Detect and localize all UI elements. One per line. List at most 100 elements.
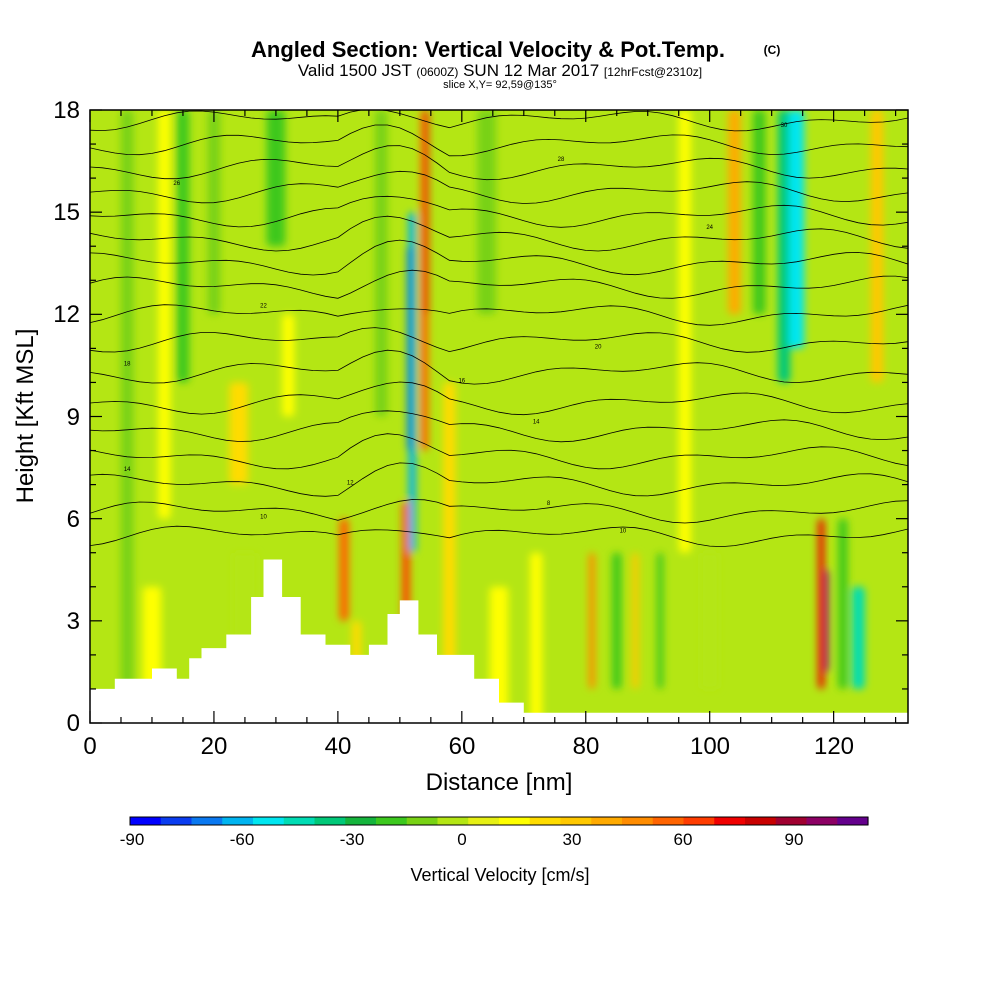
colorbar-swatch [314,817,346,825]
x-tick-label: 0 [83,733,96,760]
contour-label: 10 [620,528,627,534]
colorbar-swatch [806,817,838,825]
velocity-cell [229,382,249,485]
colorbar-swatch [437,817,469,825]
contour-label: 8 [547,501,551,507]
colorbar: -90 -60 -30 0 30 60 90 Vertical Velocity… [120,816,869,885]
chart-title-suffix: (C) [764,43,781,57]
x-tick-label: 80 [573,733,600,760]
isentrope-line [90,110,908,132]
contour-label: 24 [706,225,713,231]
colorbar-swatch [130,817,162,825]
isentrope-line [90,410,908,443]
contour-label: 28 [558,157,565,163]
y-tick-label: 6 [67,506,80,533]
velocity-cell [407,246,413,451]
contour-label: 30 [781,123,788,129]
velocity-cell [266,110,286,247]
valid-date: SUN 12 Mar 2017 [463,61,599,80]
colorbar-swatches [130,817,869,825]
x-axis: 0 20 40 60 80 100 120 Distance [nm] [83,733,854,796]
velocity-cell [142,586,162,689]
colorbar-tick-label: 0 [457,830,466,849]
velocity-cell [825,569,829,672]
x-axis-title: Distance [nm] [426,769,573,796]
valid-prefix: Valid 1500 JST [298,61,412,80]
isentrope-line [90,124,908,157]
isentrope-line [90,195,908,228]
colorbar-swatch [529,817,562,825]
velocity-cell [818,518,825,689]
colorbar-tick-label: -30 [340,830,365,849]
colorbar-swatch [253,817,285,825]
colorbar-swatch [622,817,654,825]
colorbar-swatch [222,817,254,825]
colorbar-tick-label: -60 [230,830,255,849]
velocity-cell [588,552,596,689]
plot-area: 16 14 20 10 12 24 30 28 22 18 26 14 8 10 [90,110,908,723]
velocity-cell [852,586,865,689]
terrain-mask [90,559,908,723]
isentrope-line [90,381,908,416]
colorbar-tick-label: 60 [674,830,693,849]
velocity-cell [753,110,766,315]
velocity-cell [375,110,388,417]
velocity-cell [700,552,719,689]
y-tick-label: 15 [53,199,80,226]
axis-ticks [89,109,908,724]
colorbar-swatch [160,817,193,825]
y-tick-label: 9 [67,404,80,431]
colorbar-tick-label: 30 [563,830,582,849]
colorbar-tick-label: -90 [120,830,145,849]
y-tick-label: 18 [53,97,80,124]
isentrope-line [90,239,908,276]
colorbar-swatch [345,817,377,825]
contour-label: 20 [595,344,602,350]
colorbar-swatch [775,817,808,825]
isentrope-line [90,170,908,204]
colorbar-title: Vertical Velocity [cm/s] [410,865,589,885]
x-tick-label: 100 [690,733,730,760]
y-tick-label: 12 [53,301,80,328]
contour-label: 10 [260,515,267,521]
velocity-cell [777,110,791,383]
slice-label: slice X,Y= 92,59@135° [443,79,557,91]
contour-label: 14 [533,419,540,425]
y-axis: 0 3 6 9 12 15 18 Height [Kft MSL] [12,97,80,737]
velocity-cell [424,110,429,315]
velocity-cell [632,552,639,689]
colorbar-swatch [406,817,439,825]
velocity-cell [477,110,496,315]
velocity-cell [158,110,171,519]
isentrope-line [90,499,908,524]
isentrope-line [90,525,908,548]
colorbar-swatch [683,817,715,825]
isentrope-line [90,269,908,299]
x-tick-label: 60 [449,733,476,760]
velocity-cell [678,110,692,553]
colorbar-swatch [191,817,223,825]
colorbar-swatch [837,817,869,825]
potential-temperature-contours [90,110,908,548]
isentrope-line [90,462,908,497]
contour-labels-group: 16 14 20 10 12 24 30 28 22 18 26 14 8 10 [124,123,788,534]
isentrope-line [90,304,908,326]
contour-label: 12 [347,481,354,487]
contour-label: 14 [124,467,131,473]
contour-label: 22 [260,304,267,310]
velocity-cell [788,110,805,349]
forecast-label: [12hrFcst@2310z] [604,65,702,79]
y-axis-title: Height [Kft MSL] [12,329,39,504]
velocity-cell [870,110,884,383]
colorbar-swatch [560,817,592,825]
contour-label: 16 [458,378,465,384]
colorbar-frame [129,816,869,826]
velocity-cell [339,518,349,621]
velocity-cell [838,518,848,689]
isentrope-line [90,145,908,181]
colorbar-tick-label: 90 [785,830,804,849]
colorbar-swatch [652,817,685,825]
isentrope-line [90,433,908,470]
valid-utc: (0600Z) [416,65,458,79]
colorbar-swatch [499,817,531,825]
